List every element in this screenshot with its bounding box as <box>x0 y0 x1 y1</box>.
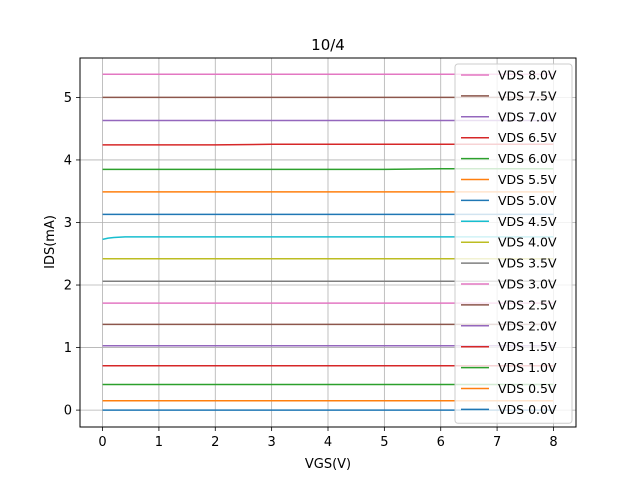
series-line <box>102 143 554 146</box>
legend-label: VDS 3.0V <box>498 277 557 292</box>
legend-label: VDS 3.5V <box>498 256 557 271</box>
x-tick-label: 0 <box>98 435 106 450</box>
y-tick-label: 1 <box>64 341 72 356</box>
legend-box <box>454 63 573 424</box>
chart-title: 10/4 <box>311 36 345 54</box>
x-tick-label: 5 <box>380 435 388 450</box>
legend-label: VDS 0.5V <box>498 381 557 396</box>
legend-label: VDS 6.0V <box>498 151 557 166</box>
x-tick-label: 6 <box>437 435 445 450</box>
legend-label: VDS 4.0V <box>498 235 557 250</box>
x-tick-label: 8 <box>549 435 557 450</box>
y-axis-label: IDS(mA) <box>43 215 58 269</box>
legend-label: VDS 5.5V <box>498 172 557 187</box>
y-tick-label: 4 <box>64 153 72 168</box>
y-axis-ticks: 0 1 2 3 4 5 <box>64 91 80 419</box>
y-tick-label: 3 <box>64 216 72 231</box>
y-tick-label: 0 <box>64 404 72 419</box>
legend-label: VDS 7.5V <box>498 88 557 103</box>
y-tick-label: 5 <box>64 91 72 106</box>
legend-label: VDS 0.0V <box>498 402 557 417</box>
x-axis-ticks: 0 1 2 3 4 5 6 7 8 <box>98 427 558 450</box>
legend-label: VDS 5.0V <box>498 193 557 208</box>
x-tick-label: 3 <box>267 435 275 450</box>
x-tick-label: 2 <box>211 435 219 450</box>
legend-label: VDS 2.0V <box>498 318 557 333</box>
series-line <box>102 236 554 241</box>
x-tick-label: 4 <box>324 435 332 450</box>
legend: VDS 8.0V VDS 7.5V VDS 7.0V VDS 6.5V VDS 6.0V… <box>454 63 573 424</box>
legend-label: VDS 1.0V <box>498 360 557 375</box>
legend-label: VDS 1.5V <box>498 339 557 354</box>
legend-label: VDS 6.5V <box>498 130 557 145</box>
x-axis-label: VGS(V) <box>305 457 351 472</box>
x-tick-label: 7 <box>493 435 501 450</box>
legend-label: VDS 8.0V <box>498 68 557 83</box>
x-tick-label: 1 <box>155 435 163 450</box>
legend-label: VDS 2.5V <box>498 297 557 312</box>
y-tick-label: 2 <box>64 279 72 294</box>
series-line <box>102 167 554 171</box>
series-lines <box>102 73 554 411</box>
legend-label: VDS 4.5V <box>498 214 557 229</box>
legend-label: VDS 7.0V <box>498 109 557 124</box>
